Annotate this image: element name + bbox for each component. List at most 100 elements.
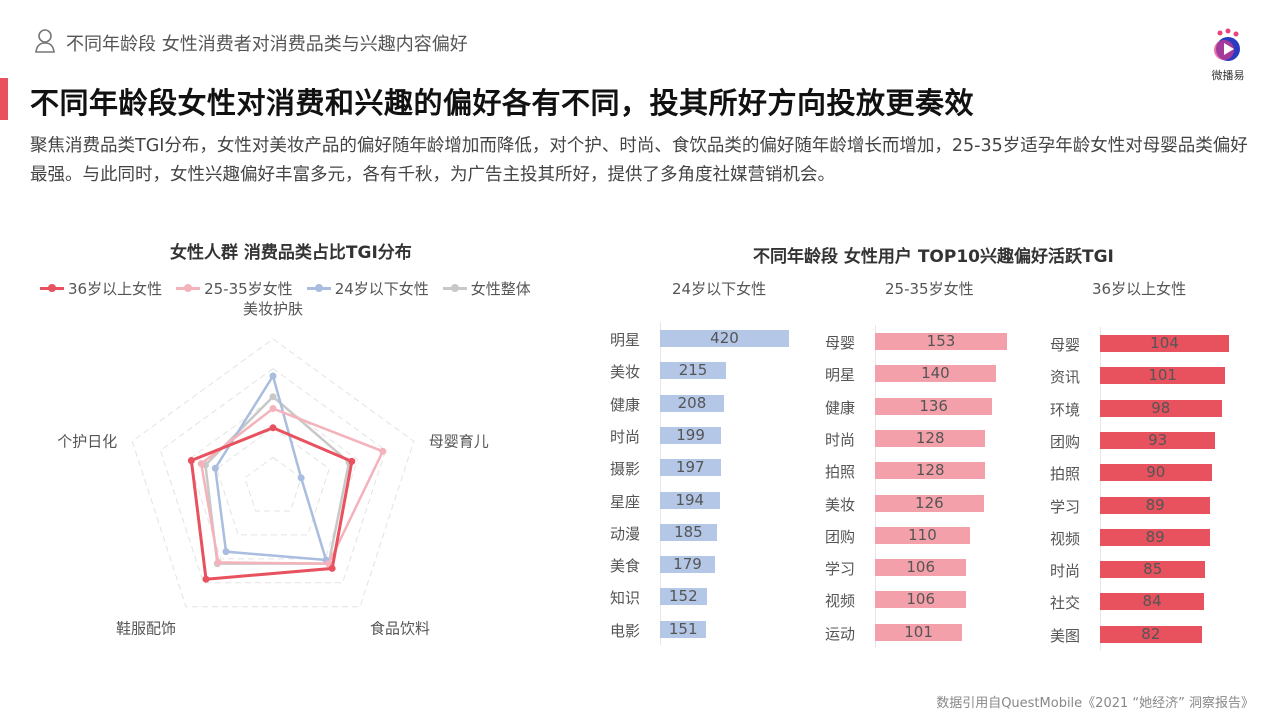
bar-category-label: 时尚 — [1049, 562, 1080, 581]
radar-point — [269, 372, 277, 380]
bar-category-label: 动漫 — [609, 524, 640, 543]
radar-point — [297, 474, 305, 482]
bar-category-label: 视频 — [1049, 529, 1080, 548]
bar-value-label: 215 — [678, 361, 708, 380]
radar-series-line — [189, 426, 354, 581]
bar-category-label: 拍照 — [824, 463, 855, 482]
radar-grid-ring — [244, 456, 302, 512]
bar-value-label: 136 — [919, 396, 948, 415]
bar-value-label: 101 — [904, 622, 933, 641]
bar-value-label: 197 — [675, 458, 705, 477]
bar-value-label: 90 — [1146, 463, 1166, 482]
radar-axis-label: 个护日化 — [57, 432, 117, 450]
radar-legend: 36岁以上女性 25-35岁女性 24岁以下女性 女性整体 — [40, 278, 531, 299]
radar-grid-ring — [216, 427, 330, 536]
legend-label: 24岁以下女性 — [334, 280, 429, 298]
bar: 153 — [875, 333, 1007, 350]
bar-category-label: 明星 — [824, 366, 855, 385]
bar-value-label: 152 — [669, 587, 698, 606]
bar-value-label: 151 — [668, 619, 698, 638]
bar-value-label: 194 — [675, 490, 705, 509]
user-icon — [35, 29, 55, 53]
radar-axis-label: 鞋服配饰 — [116, 620, 176, 638]
bar: 93 — [1100, 430, 1216, 449]
bar: 185 — [660, 523, 717, 541]
bar-axis-line — [875, 325, 876, 648]
radar-title: 女性人群 消费品类占比TGI分布 — [170, 243, 412, 263]
legend-marker-icon — [176, 284, 201, 292]
bar: 199 — [660, 425, 722, 444]
bar-category-label: 社交 — [1049, 594, 1080, 613]
legend-item: 24岁以下女性 — [306, 278, 429, 299]
legend-item: 女性整体 — [442, 278, 531, 299]
bar-category-label: 团购 — [824, 527, 855, 546]
bar-category-label: 摄影 — [609, 460, 640, 479]
bar: 104 — [1100, 335, 1229, 352]
radar-point — [214, 558, 222, 566]
radar-axis-label: 美妆护肤 — [243, 300, 303, 318]
radar-series-line — [199, 407, 385, 565]
bar: 126 — [875, 493, 984, 512]
bar-value-label: 106 — [906, 590, 936, 609]
bar-value-label: 93 — [1148, 430, 1168, 449]
radar-axis-label: 食品饮料 — [370, 620, 430, 638]
bar-category-label: 资讯 — [1049, 368, 1080, 387]
bar-category-label: 学习 — [824, 560, 855, 579]
bar-category-label: 明星 — [609, 331, 640, 349]
bar-value-label: 140 — [921, 364, 950, 383]
bar-category-label: 健康 — [824, 398, 855, 417]
legend-marker-icon — [442, 284, 467, 292]
bar: 208 — [660, 394, 724, 412]
bar-value-label: 104 — [1150, 334, 1179, 352]
legend-label: 25-35岁女性 — [204, 280, 293, 298]
bar-value-label: 106 — [906, 558, 936, 577]
bar-category-label: 拍照 — [1049, 465, 1080, 484]
bar-value-label: 128 — [915, 428, 945, 447]
bar-category-label: 时尚 — [609, 427, 640, 446]
bar: 85 — [1100, 561, 1206, 579]
bar-category-label: 团购 — [1049, 432, 1080, 451]
logo-text: 微播易 — [1211, 69, 1245, 82]
bar: 106 — [875, 558, 967, 577]
radar-grid-ring — [159, 367, 387, 584]
bar-category-label: 母婴 — [824, 334, 855, 352]
radar-point — [379, 447, 387, 455]
bar: 194 — [660, 490, 720, 509]
radar-point — [222, 548, 230, 556]
bar-category-label: 母婴 — [1049, 336, 1080, 354]
radar-point — [328, 564, 336, 572]
bar: 215 — [660, 361, 727, 380]
bar-category-label: 美食 — [609, 557, 640, 576]
radar-point — [202, 575, 210, 583]
legend-label: 36岁以上女性 — [68, 280, 163, 298]
bar: 136 — [875, 396, 993, 415]
bar-title: 不同年龄段 女性用户 TOP10兴趣偏好活跃TGI — [753, 247, 1114, 267]
bar-value-label: 126 — [915, 493, 944, 512]
radar-point — [211, 464, 219, 472]
bar-category-label: 美妆 — [609, 363, 640, 382]
source-note: 数据引用自QuestMobile《2021 “她经济” 洞察报告》 — [936, 696, 1254, 711]
play-logo-icon — [1214, 28, 1240, 61]
bar: 101 — [875, 622, 963, 641]
radar-point — [269, 393, 277, 401]
bar: 101 — [1100, 367, 1226, 385]
bar-value-label: 89 — [1145, 527, 1165, 546]
accent-bar — [0, 78, 8, 120]
bar: 152 — [660, 587, 707, 606]
bar-value-label: 199 — [676, 425, 705, 444]
bar-value-label: 82 — [1141, 624, 1161, 643]
legend-item: 25-35岁女性 — [176, 278, 293, 299]
bar-group-header: 24岁以下女性 — [672, 280, 767, 298]
bar: 89 — [1100, 527, 1211, 546]
radar-point — [348, 457, 356, 465]
bar-category-label: 视频 — [824, 592, 855, 611]
radar-point — [197, 460, 205, 468]
bar: 82 — [1100, 624, 1202, 643]
bar: 90 — [1100, 463, 1212, 482]
bar: 106 — [875, 590, 967, 609]
bar: 128 — [875, 462, 986, 480]
legend-marker-icon — [40, 284, 64, 292]
bar: 84 — [1100, 593, 1205, 611]
bar: 128 — [875, 428, 986, 447]
